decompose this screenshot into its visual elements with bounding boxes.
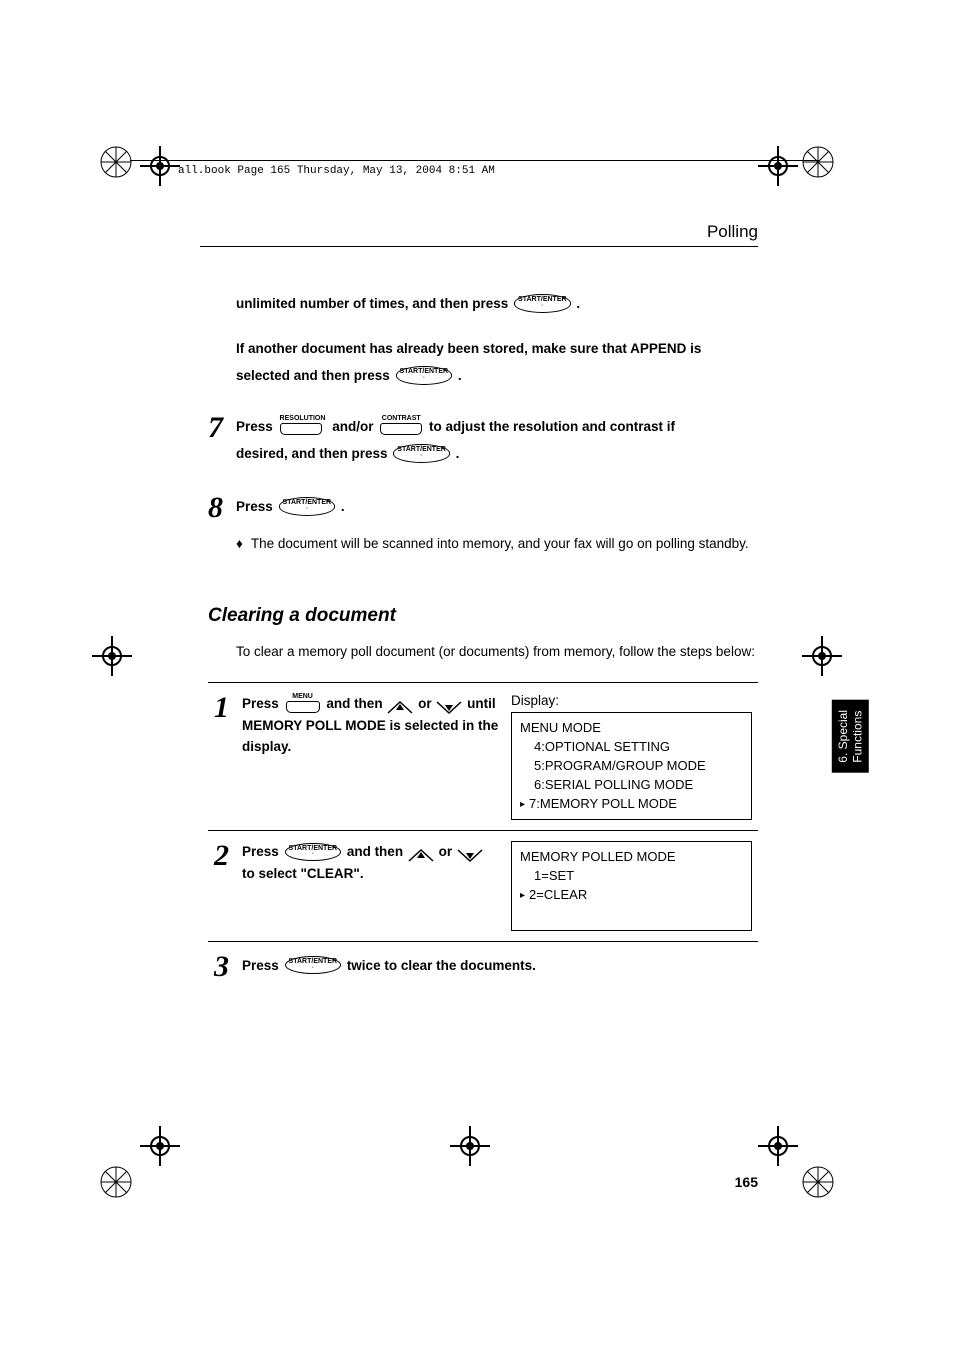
step-number: 7	[208, 413, 236, 443]
step8-a: Press	[236, 499, 277, 514]
clearing-steps-table: 1 Press MENU and then or until MEMORY PO…	[208, 682, 758, 1002]
s2-a: Press	[242, 844, 283, 859]
reg-mark-bl-star	[98, 1164, 134, 1200]
step-7: 7 Press RESOLUTION and/or CONTRAST to ad…	[208, 413, 758, 467]
start-enter-button-icon: START/ENTER◦	[393, 444, 450, 462]
step8-b: .	[341, 499, 345, 514]
clear-step-2: 2 Press START/ENTER◦ and then or to sele…	[214, 841, 499, 884]
s3-a: Press	[242, 958, 283, 973]
step7-e: .	[456, 446, 460, 461]
disp2-l2: 1=SET	[520, 867, 743, 886]
cont-line3a: selected and then press	[236, 368, 394, 383]
step7-d: desired, and then press	[236, 446, 391, 461]
subheading-clearing: Clearing a document	[208, 605, 758, 627]
disp1-l2: 4:OPTIONAL SETTING	[520, 738, 743, 757]
step-number: 3	[214, 952, 242, 982]
s1-c: or	[418, 696, 435, 711]
display-box-1: MENU MODE 4:OPTIONAL SETTING 5:PROGRAM/G…	[511, 712, 752, 820]
cont-line1a: unlimited number of times, and then pres…	[236, 296, 512, 311]
clear-step-1: 1 Press MENU and then or until MEMORY PO…	[214, 693, 499, 758]
step8-bullet: ♦ The document will be scanned into memo…	[236, 533, 758, 555]
s2-c: or	[439, 844, 456, 859]
step7-b: and/or	[332, 419, 377, 434]
display-label: Display:	[511, 693, 752, 708]
start-enter-button-icon: START/ENTER◦	[285, 843, 342, 861]
header-rule	[130, 160, 820, 161]
page-number: 165	[735, 1174, 758, 1190]
reg-mark-ml-cross	[92, 636, 132, 676]
page-frame: all.book Page 165 Thursday, May 13, 2004…	[130, 110, 820, 1230]
up-arrow-button-icon	[387, 699, 413, 712]
s3-b: twice to clear the documents.	[347, 958, 536, 973]
step-number: 2	[214, 841, 242, 871]
clearing-intro: To clear a memory poll document (or docu…	[236, 641, 758, 663]
down-arrow-button-icon	[436, 699, 462, 712]
side-tab-l2: Functions	[850, 710, 864, 762]
header-path: all.book Page 165 Thursday, May 13, 2004…	[178, 165, 495, 177]
step-number: 8	[208, 493, 236, 523]
cont-line3b: .	[458, 368, 462, 383]
display-box-2: MEMORY POLLED MODE 1=SET 2=CLEAR	[511, 841, 752, 930]
contrast-button-icon: CONTRAST	[380, 415, 422, 435]
disp1-l1: MENU MODE	[520, 719, 743, 738]
section-underline	[200, 246, 758, 247]
reg-mark-tl-star	[98, 144, 134, 180]
step7-a: Press	[236, 419, 277, 434]
cont-line1b: .	[576, 296, 580, 311]
disp1-l5: 7:MEMORY POLL MODE	[520, 795, 743, 814]
side-tab-l1: 6. Special	[836, 710, 850, 763]
disp2-l1: MEMORY POLLED MODE	[520, 848, 743, 867]
clear-step-3: 3 Press START/ENTER◦ twice to clear the …	[214, 952, 752, 982]
s2-d: to select "CLEAR".	[242, 866, 364, 881]
start-enter-button-icon: START/ENTER◦	[279, 497, 336, 515]
start-enter-button-icon: START/ENTER◦	[514, 294, 571, 312]
section-title: Polling	[707, 222, 758, 242]
disp2-l3: 2=CLEAR	[520, 886, 743, 905]
menu-button-icon: MENU	[286, 693, 320, 713]
cont-line2: If another document has already been sto…	[236, 341, 701, 356]
disp1-l4: 6:SERIAL POLLING MODE	[520, 776, 743, 795]
step-number: 1	[214, 693, 242, 723]
s1-b: and then	[326, 696, 386, 711]
start-enter-button-icon: START/ENTER◦	[285, 956, 342, 974]
step8-bullet-text: The document will be scanned into memory…	[251, 533, 749, 555]
side-tab: 6. Special Functions	[832, 700, 869, 773]
cont-block: unlimited number of times, and then pres…	[236, 290, 758, 389]
s2-b: and then	[347, 844, 407, 859]
bullet-dot: ♦	[236, 533, 243, 555]
resolution-button-icon: RESOLUTION	[280, 415, 326, 435]
start-enter-button-icon: START/ENTER◦	[396, 366, 453, 384]
step7-c: to adjust the resolution and contrast if	[429, 419, 675, 434]
s1-a: Press	[242, 696, 283, 711]
page-content: unlimited number of times, and then pres…	[208, 290, 758, 1002]
down-arrow-button-icon	[457, 847, 483, 860]
step-8: 8 Press START/ENTER◦ .	[208, 493, 758, 523]
disp1-l3: 5:PROGRAM/GROUP MODE	[520, 757, 743, 776]
up-arrow-button-icon	[408, 847, 434, 860]
